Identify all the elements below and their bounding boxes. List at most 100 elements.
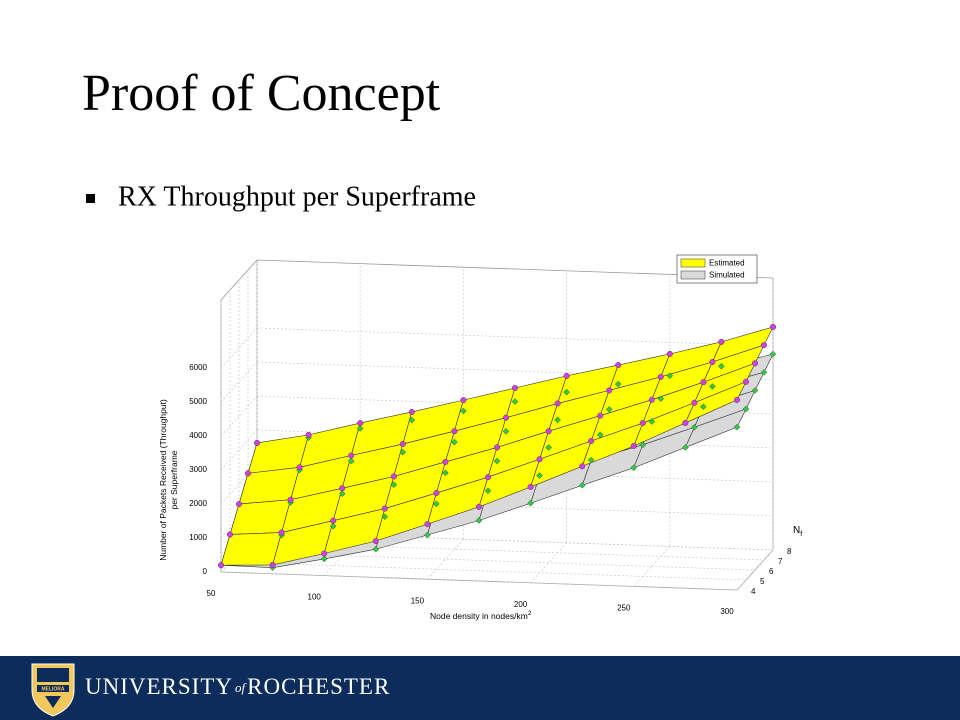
z-tick-label: 5000 [189,397,207,406]
legend-swatch [680,270,706,280]
estimated-marker [554,400,561,407]
simulated-marker [587,456,595,464]
simulated-marker [700,403,707,410]
simulated-marker [536,472,543,479]
estimated-marker [639,420,646,427]
legend-swatch [680,258,706,268]
crest-emblem [45,696,61,708]
estimated-marker [615,362,622,369]
simulated-marker [630,464,638,472]
nf-tick-label: 8 [787,547,792,556]
simulated-marker [408,416,416,424]
estimated-marker [357,420,364,427]
estimated-marker [278,529,285,536]
z-tick-label: 6000 [189,363,207,372]
axis-edge [220,571,738,591]
slide-title: Proof of Concept [82,65,441,122]
simulated-marker [545,444,552,451]
crest: MELIORA [31,663,75,717]
z-tick-label: 2000 [189,499,207,508]
footer-band [0,656,960,720]
grid-line [220,429,258,471]
bullet-text: RX Throughput per Superframe [118,181,476,212]
estimated-marker [770,323,777,330]
estimated-marker [476,503,483,510]
estimated-marker [330,517,337,524]
nf-tick-label: 4 [751,587,756,596]
estimated-marker [485,474,492,481]
estimated-marker [630,442,637,449]
estimated-marker [700,379,707,386]
simulated-marker [356,425,364,432]
x-tick-label: 150 [411,596,425,605]
simulated-marker [442,469,449,477]
university-name: UNIVERSITY ofROCHESTER [85,674,390,699]
estimated-marker [494,444,501,451]
x-axis-label-sup: 2 [528,610,532,617]
estimated-marker [666,350,673,357]
grid-line [220,327,258,369]
simulated-marker [475,517,483,524]
simulated-marker [614,380,622,388]
simulated-marker [691,423,698,431]
university-word: UNIVERSITY [85,674,233,699]
z-tick-label: 0 [203,567,208,576]
estimated-marker [752,360,759,367]
simulated-marker [578,482,586,489]
nf-tick-label: 5 [760,577,765,586]
estimated-marker [648,396,655,403]
x-tick-label: 50 [207,589,216,598]
estimated-marker [657,373,664,380]
simulated-marker [399,448,407,456]
simulated-marker [511,398,519,405]
simulated-marker [493,457,501,465]
simulated-marker [338,490,346,498]
estimated-marker [691,399,698,406]
estimated-marker [269,561,276,568]
estimated-marker [545,428,552,435]
x-tick-label: 100 [308,593,322,602]
estimated-marker [296,464,303,471]
simulated-marker [433,500,440,508]
simulated-marker [527,499,534,507]
estimated-marker [761,342,768,349]
z-axis-label: per Superframe [169,450,179,509]
estimated-marker [709,359,716,366]
estimated-marker [408,408,415,415]
estimated-marker [305,431,312,438]
crest-book [37,668,69,682]
nf-axis-label-text: N [793,525,800,536]
simulated-marker [347,457,355,465]
simulated-marker [682,444,689,451]
simulated-marker [424,531,431,539]
nf-axis-label-sub: f [800,531,802,538]
estimated-marker [372,538,379,545]
estimated-marker [579,463,586,470]
estimated-marker [527,483,534,490]
estimated-marker [348,452,355,459]
simulated-marker [605,406,613,413]
grid-line [633,546,671,587]
estimated-marker [718,338,725,345]
simulated-marker [639,441,647,449]
simulated-marker [460,407,467,415]
chart: 0 1000 2000 3000 4000 5000 6000 50 100 150 200 250 3… [189,259,792,616]
simulated-marker [596,431,604,439]
simulated-marker [657,395,665,402]
simulated-marker [372,545,380,553]
z-axis-label: Number of Packets Received (Throughput) [158,399,168,561]
estimated-marker [381,505,388,512]
simulated-marker [502,428,510,435]
estimated-marker [597,412,604,419]
simulated-marker [320,555,328,563]
university-word: ROCHESTER [247,674,390,699]
x-axis-label: Node density in nodes/km2 [430,610,532,621]
university-of: of [235,680,248,695]
estimated-marker [734,396,741,403]
legend-label: Estimated [709,259,745,268]
nf-axis-label: Nf [793,525,802,538]
z-tick-label: 1000 [189,533,207,542]
estimated-marker [321,550,328,557]
